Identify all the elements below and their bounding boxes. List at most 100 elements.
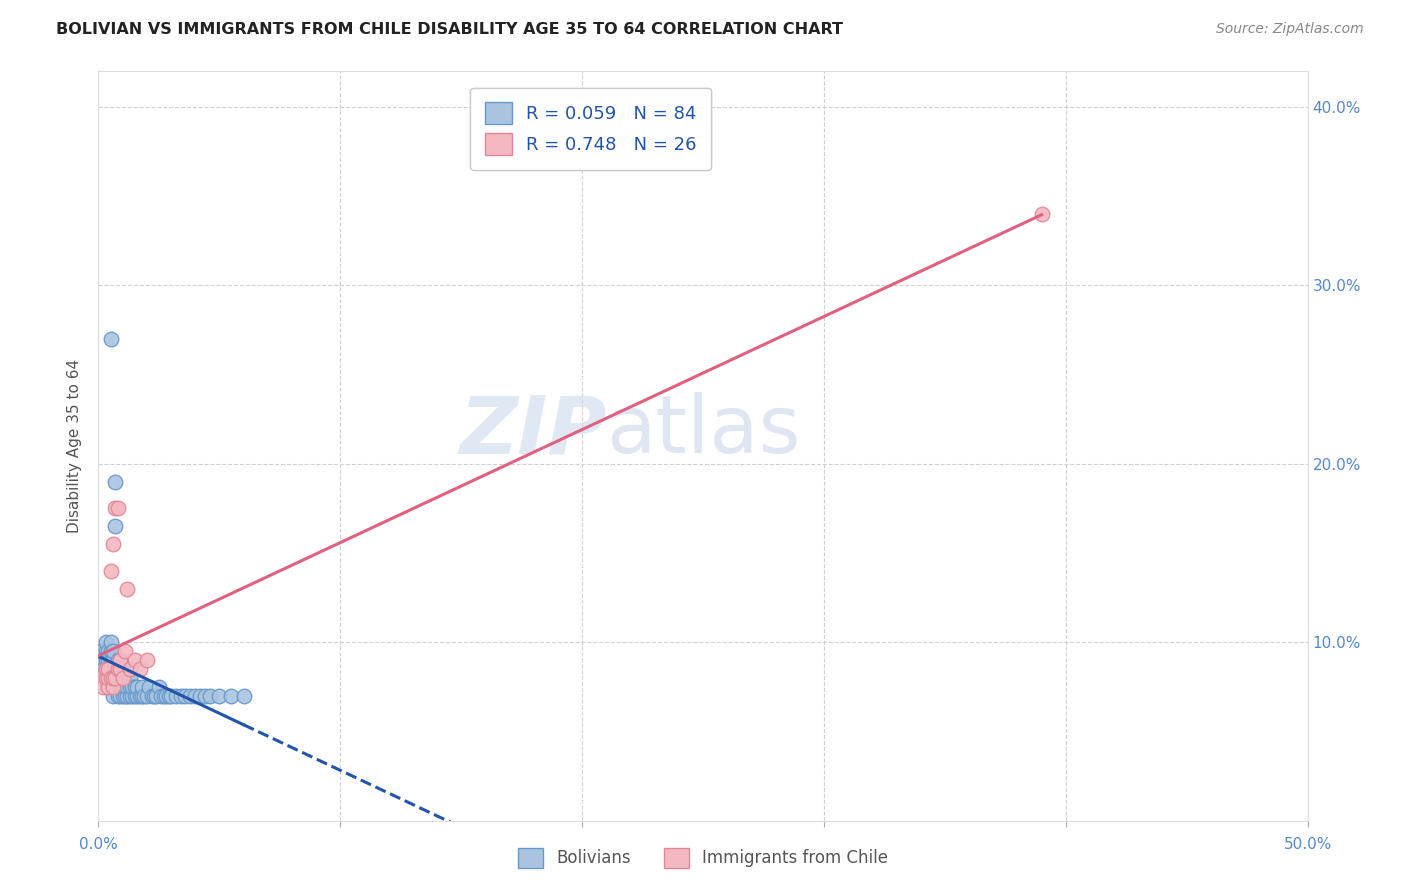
Point	[155, 689, 177, 703]
Point	[100, 564, 122, 578]
Point	[160, 689, 183, 703]
Point	[114, 689, 136, 703]
Point	[97, 662, 120, 676]
Point	[117, 680, 139, 694]
Point	[101, 671, 124, 685]
Point	[104, 671, 127, 685]
Point	[111, 671, 134, 685]
Point	[111, 680, 134, 694]
Point	[97, 653, 120, 667]
Point	[188, 689, 211, 703]
Point	[118, 671, 141, 685]
Point	[169, 689, 191, 703]
Point	[128, 662, 150, 676]
Point	[134, 689, 156, 703]
Point	[128, 689, 150, 703]
Point	[101, 680, 124, 694]
Point	[100, 671, 122, 685]
Point	[1031, 207, 1053, 221]
Legend: R = 0.059   N = 84, R = 0.748   N = 26: R = 0.059 N = 84, R = 0.748 N = 26	[470, 88, 711, 169]
Point	[111, 689, 134, 703]
Point	[100, 653, 122, 667]
Point	[100, 635, 122, 649]
Point	[118, 662, 141, 676]
Point	[107, 501, 129, 516]
Point	[138, 680, 160, 694]
Point	[221, 689, 243, 703]
Point	[111, 671, 134, 685]
Point	[135, 653, 157, 667]
Point	[101, 689, 124, 703]
Text: BOLIVIAN VS IMMIGRANTS FROM CHILE DISABILITY AGE 35 TO 64 CORRELATION CHART: BOLIVIAN VS IMMIGRANTS FROM CHILE DISABI…	[56, 22, 844, 37]
Text: atlas: atlas	[606, 392, 800, 470]
Point	[97, 680, 120, 694]
Point	[108, 680, 131, 694]
Point	[165, 689, 187, 703]
Point	[118, 689, 141, 703]
Point	[108, 653, 131, 667]
Point	[135, 689, 157, 703]
Point	[194, 689, 217, 703]
Point	[97, 671, 120, 685]
Point	[107, 662, 129, 676]
Point	[124, 653, 146, 667]
Point	[104, 662, 127, 676]
Point	[124, 689, 146, 703]
Point	[100, 671, 122, 685]
Point	[91, 671, 114, 685]
Point	[104, 501, 127, 516]
Point	[101, 671, 124, 685]
Point	[104, 519, 127, 533]
Point	[131, 680, 153, 694]
Point	[117, 582, 139, 596]
Text: ZIP: ZIP	[458, 392, 606, 470]
Point	[108, 671, 131, 685]
Point	[114, 644, 136, 658]
Point	[107, 662, 129, 676]
Point	[100, 680, 122, 694]
Point	[94, 671, 117, 685]
Point	[127, 680, 149, 694]
Point	[104, 475, 127, 489]
Point	[117, 689, 139, 703]
Point	[124, 680, 146, 694]
Point	[90, 644, 112, 658]
Point	[114, 671, 136, 685]
Point	[150, 689, 173, 703]
Point	[90, 671, 112, 685]
Text: Source: ZipAtlas.com: Source: ZipAtlas.com	[1216, 22, 1364, 37]
Point	[232, 689, 254, 703]
Point	[108, 689, 131, 703]
Point	[117, 671, 139, 685]
Point	[94, 662, 117, 676]
Point	[143, 689, 166, 703]
Text: 50.0%: 50.0%	[1284, 837, 1331, 852]
Point	[148, 680, 170, 694]
Point	[145, 689, 167, 703]
Point	[101, 644, 124, 658]
Point	[100, 332, 122, 346]
Y-axis label: Disability Age 35 to 64: Disability Age 35 to 64	[67, 359, 83, 533]
Point	[104, 671, 127, 685]
Point	[179, 689, 201, 703]
Point	[94, 662, 117, 676]
Point	[141, 689, 163, 703]
Point	[91, 662, 114, 676]
Point	[101, 662, 124, 676]
Point	[97, 644, 120, 658]
Point	[198, 689, 221, 703]
Text: 0.0%: 0.0%	[79, 837, 118, 852]
Point	[108, 662, 131, 676]
Point	[107, 671, 129, 685]
Point	[91, 680, 114, 694]
Point	[108, 662, 131, 676]
Point	[111, 662, 134, 676]
Point	[94, 644, 117, 658]
Point	[114, 680, 136, 694]
Point	[208, 689, 231, 703]
Point	[127, 689, 149, 703]
Point	[107, 653, 129, 667]
Point	[157, 689, 180, 703]
Point	[97, 680, 120, 694]
Point	[174, 689, 197, 703]
